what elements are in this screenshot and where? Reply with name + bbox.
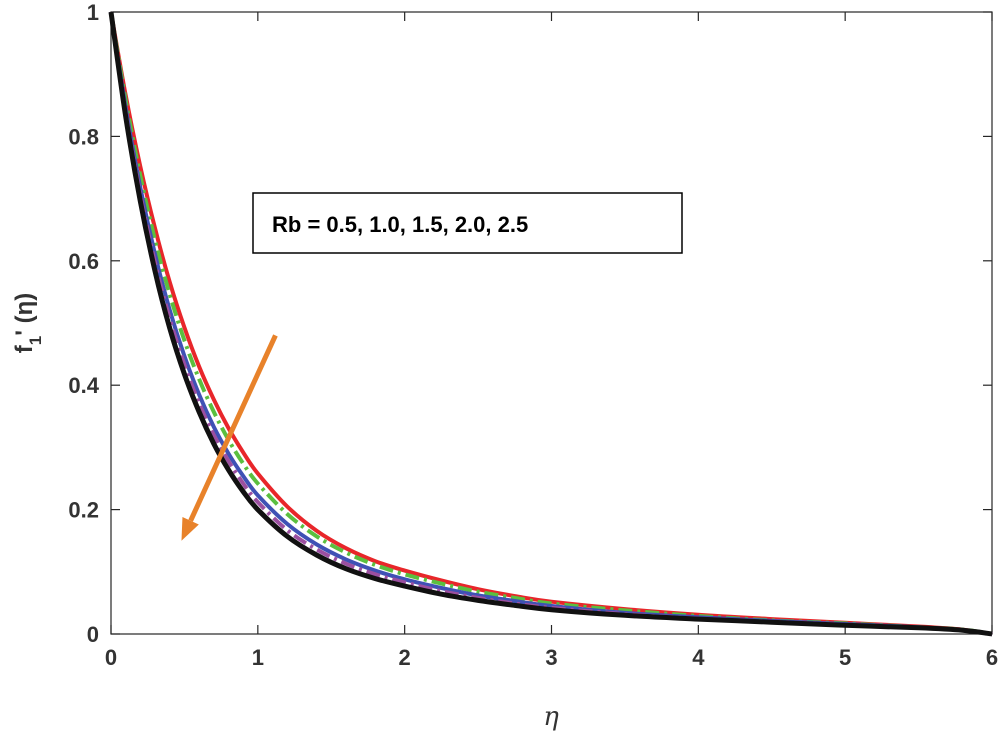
x-tick-label: 1 (252, 645, 264, 670)
annotation-box-frame (252, 192, 683, 254)
y-axis-label-tail: ' (η) (11, 293, 38, 336)
plot-area-border (110, 11, 993, 635)
series-lines (108, 11, 993, 637)
x-axis-label: η (543, 702, 559, 732)
x-tick-label: 3 (545, 645, 557, 670)
series-line-2 (109, 11, 993, 636)
series-line-1 (109, 11, 993, 636)
series-line-3 (109, 11, 993, 636)
x-tick-label: 6 (986, 645, 998, 670)
y-tick-label: 0.6 (68, 249, 99, 274)
y-axis-label-subscript: 1 (26, 336, 45, 345)
y-tick-label: 0.4 (68, 373, 99, 398)
x-tick-label: 0 (105, 645, 117, 670)
annotation-text: Rb = 0.5, 1.0, 1.5, 2.0, 2.5 (272, 212, 528, 237)
y-axis-label: f1' (η) (11, 293, 45, 354)
y-tick-label: 0.2 (68, 498, 99, 523)
y-tick-label: 1 (87, 0, 99, 25)
x-tick-label: 2 (399, 645, 411, 670)
y-axis-label-main: f (11, 344, 38, 353)
y-axis-ticks: 0 0.2 0.4 0.6 0.8 1 (68, 0, 992, 647)
annotation-box: Rb = 0.5, 1.0, 1.5, 2.0, 2.5 (252, 192, 683, 254)
y-tick-label: 0 (87, 622, 99, 647)
x-axis-ticks: 0 1 2 3 4 5 6 (105, 12, 998, 670)
x-tick-label: 5 (839, 645, 851, 670)
series-line-4 (109, 11, 993, 636)
arrow-shaft (188, 334, 278, 522)
y-tick-label: 0.8 (68, 124, 99, 149)
x-tick-label: 4 (692, 645, 705, 670)
svg-text:f1' (η): f1' (η) (11, 293, 45, 354)
series-line-5 (108, 11, 993, 637)
arrow-head (181, 516, 199, 541)
trend-arrow (181, 334, 278, 541)
